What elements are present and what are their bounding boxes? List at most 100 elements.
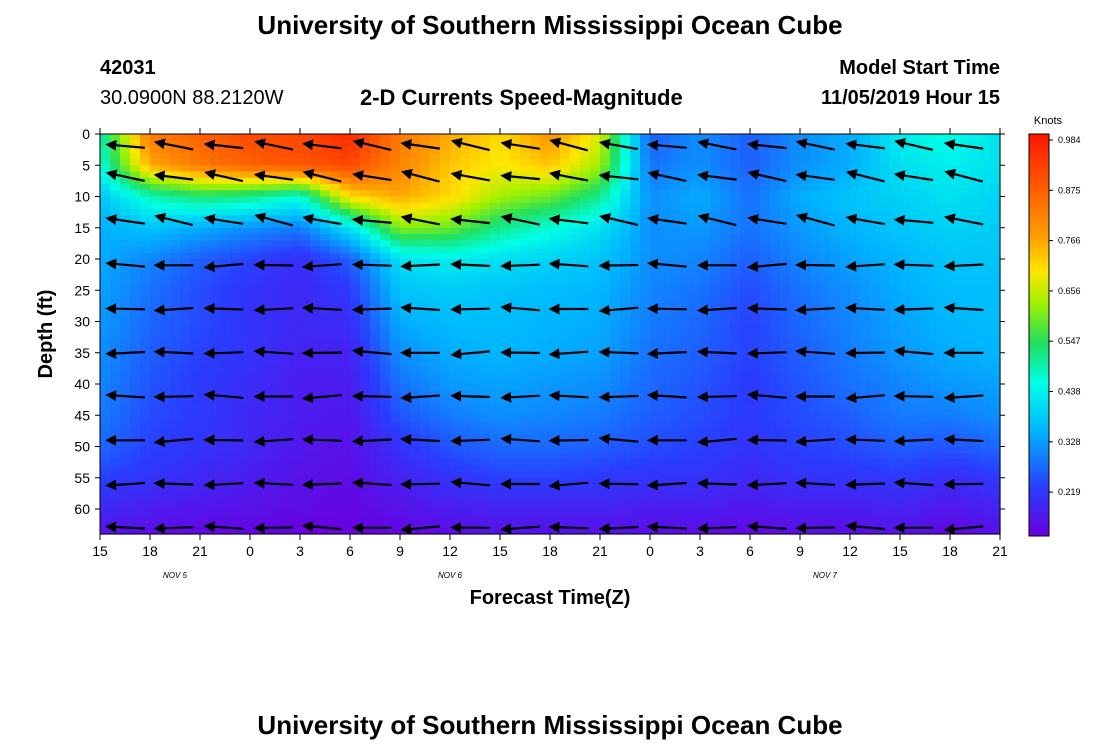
heatmap-cell [530, 446, 541, 454]
heatmap-cell [690, 240, 701, 248]
heatmap-cell [660, 209, 671, 216]
heatmap-cell [600, 296, 611, 304]
heatmap-cell [180, 309, 191, 316]
heatmap-cell [190, 446, 201, 454]
heatmap-cell [450, 202, 461, 210]
heatmap-cell [420, 240, 431, 248]
heatmap-cell [380, 390, 391, 398]
heatmap-cell [970, 196, 981, 204]
heatmap-cell [570, 221, 581, 229]
heatmap-cell [900, 359, 911, 366]
heatmap-cell [700, 221, 711, 229]
heatmap-cell [100, 452, 111, 460]
heatmap-cell [250, 140, 261, 148]
heatmap-cell [270, 146, 281, 154]
heatmap-cell [270, 309, 281, 316]
heatmap-cell [680, 321, 691, 329]
heatmap-cell [900, 471, 911, 479]
heatmap-cell [400, 196, 411, 204]
heatmap-cell [500, 459, 511, 466]
heatmap-cell [500, 309, 511, 316]
heatmap-cell [120, 427, 131, 435]
heatmap-cell [790, 271, 801, 279]
heatmap-cell [240, 171, 251, 179]
heatmap-cell [120, 227, 131, 235]
heatmap-cell [740, 384, 751, 391]
heatmap-cell [700, 184, 711, 191]
heatmap-cell [230, 234, 241, 241]
heatmap-cell [640, 265, 651, 273]
heatmap-cell [880, 390, 891, 398]
heatmap-cell [150, 377, 161, 385]
heatmap-cell [980, 427, 991, 435]
heatmap-cell [880, 234, 891, 241]
heatmap-cell [530, 359, 541, 366]
heatmap-cell [560, 159, 571, 166]
heatmap-cell [280, 346, 291, 354]
heatmap-cell [730, 427, 741, 435]
heatmap-cell [300, 427, 311, 435]
heatmap-cell [670, 321, 681, 329]
heatmap-cell [660, 227, 671, 235]
heatmap-cell [250, 252, 261, 260]
heatmap-cell [200, 384, 211, 391]
heatmap-cell [530, 209, 541, 216]
heatmap-cell [810, 271, 821, 279]
heatmap-cell [590, 321, 601, 329]
heatmap-cell [260, 365, 271, 373]
heatmap-cell [330, 202, 341, 210]
heatmap-cell [340, 190, 351, 198]
heatmap-cell [760, 396, 771, 404]
heatmap-cell [630, 334, 641, 341]
heatmap-cell [830, 340, 841, 348]
heatmap-cell [310, 209, 321, 216]
heatmap-cell [560, 346, 571, 354]
heatmap-cell [220, 440, 231, 448]
heatmap-cell [540, 290, 551, 298]
heatmap-cell [480, 315, 491, 323]
heatmap-cell [360, 446, 371, 454]
heatmap-cell [500, 446, 511, 454]
heatmap-cell [670, 340, 681, 348]
heatmap-cell [340, 152, 351, 160]
heatmap-cell [790, 265, 801, 273]
heatmap-cell [450, 165, 461, 173]
heatmap-cell [720, 409, 731, 416]
heatmap-cell [270, 296, 281, 304]
heatmap-cell [610, 159, 621, 166]
heatmap-cell [680, 396, 691, 404]
heatmap-cell [460, 234, 471, 241]
heatmap-cell [170, 309, 181, 316]
heatmap-cell [590, 352, 601, 360]
heatmap-cell [640, 365, 651, 373]
heatmap-cell [470, 309, 481, 316]
heatmap-cell [660, 277, 671, 285]
heatmap-cell [230, 334, 241, 341]
heatmap-cell [130, 252, 141, 260]
heatmap-cell [700, 365, 711, 373]
heatmap-cell [350, 196, 361, 204]
heatmap-cell [720, 240, 731, 248]
heatmap-cell [950, 190, 961, 198]
heatmap-cell [470, 377, 481, 385]
heatmap-cell [950, 452, 961, 460]
heatmap-cell [380, 365, 391, 373]
heatmap-cell [350, 427, 361, 435]
heatmap-cell [220, 459, 231, 466]
heatmap-cell [870, 159, 881, 166]
heatmap-cell [150, 465, 161, 473]
heatmap-cell [230, 365, 241, 373]
heatmap-cell [640, 340, 651, 348]
heatmap-cell [630, 271, 641, 279]
heatmap-cell [900, 415, 911, 423]
heatmap-cell [320, 259, 331, 266]
heatmap-cell [190, 140, 201, 148]
heatmap-cell [470, 221, 481, 229]
heatmap-cell [770, 390, 781, 398]
heatmap-cell [450, 215, 461, 223]
heatmap-cell [600, 246, 611, 254]
heatmap-cell [180, 340, 191, 348]
heatmap-cell [360, 402, 371, 410]
heatmap-cell [410, 265, 421, 273]
heatmap-cell [550, 402, 561, 410]
